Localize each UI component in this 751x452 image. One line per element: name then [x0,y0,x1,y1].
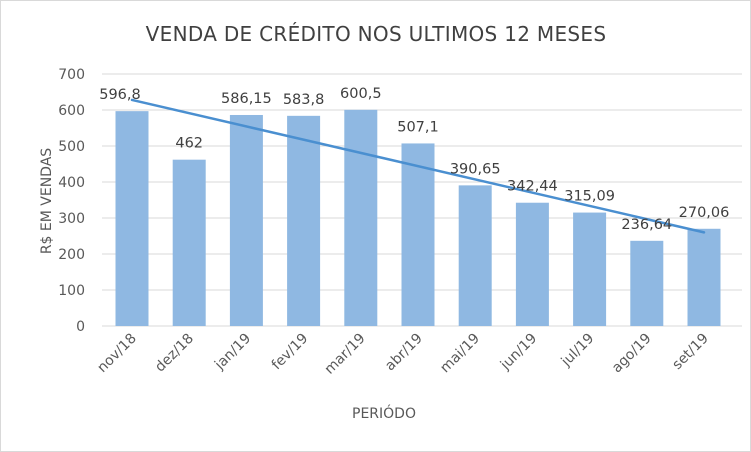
y-tick-label: 700 [58,67,85,83]
x-tick-label: mai/19 [437,331,483,377]
data-labels: 596,8 462 586,15 583,8 600,5 507,1 390,65 342,4… [99,86,729,233]
y-tick-label: 500 [58,139,85,155]
bar [229,114,263,327]
x-tick-label: dez/18 [152,331,197,376]
y-tick-label: 400 [58,175,85,191]
y-tick-label: 0 [76,319,85,335]
bar [573,212,607,326]
bars [115,109,721,327]
bar [287,115,321,326]
bar [687,228,721,326]
data-label: 462 [175,136,203,152]
data-label: 390,65 [450,161,501,177]
x-tick-label: jun/19 [497,331,540,374]
y-tick-label: 300 [58,211,85,227]
bar [515,202,549,326]
x-tick-label: fev/19 [269,331,312,374]
bar [115,111,149,326]
x-tick-label: jan/19 [211,331,254,374]
data-label: 270,06 [679,205,730,221]
bar [401,143,435,326]
data-label: 596,8 [99,87,141,103]
data-label: 507,1 [397,119,439,135]
data-label: 315,09 [564,189,615,205]
x-tick-labels: nov/18 dez/18 jan/19 fev/19 mar/19 abr/19 mai/… [94,331,711,378]
y-tick-label: 100 [58,283,85,299]
data-label: 586,15 [221,91,272,107]
data-label: 583,8 [283,92,325,108]
chart-title: VENDA DE CRÉDITO NOS ULTIMOS 12 MESES [146,22,607,46]
trendline [130,98,706,234]
x-tick-label: abr/19 [382,331,426,375]
x-tick-label: jul/19 [558,331,598,371]
bar [344,109,378,326]
x-tick-label: mar/19 [322,331,369,378]
trendline-layer [130,98,706,234]
bar [458,185,492,326]
data-label: 342,44 [507,179,558,195]
data-label: 236,64 [621,217,672,233]
x-tick-label: nov/18 [94,331,139,376]
bar [630,240,664,326]
x-axis-title: PERIÓDO [352,404,416,422]
y-tick-label: 600 [58,103,85,119]
y-tick-labels: 0 100 200 300 400 500 600 700 [58,67,85,335]
data-label: 600,5 [340,86,382,102]
x-tick-label: set/19 [669,331,711,373]
y-tick-label: 200 [58,247,85,263]
y-axis-title: R$ EM VENDAS [39,148,55,254]
bar [172,159,206,326]
x-tick-label: ago/19 [609,331,655,377]
